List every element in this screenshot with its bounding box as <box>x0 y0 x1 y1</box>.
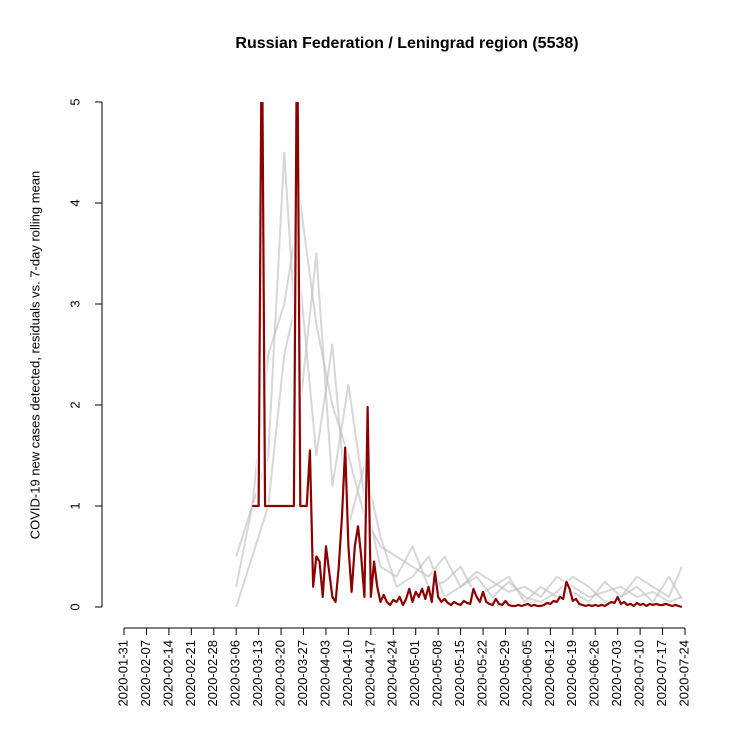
x-tick-label: 2020-02-07 <box>138 640 153 707</box>
y-tick-label: 3 <box>67 300 82 307</box>
x-tick-label: 2020-04-03 <box>317 640 332 707</box>
x-tick-label: 2020-07-17 <box>654 640 669 707</box>
x-tick-label: 2020-05-01 <box>407 640 422 707</box>
x-tick-label: 2020-02-14 <box>160 640 175 707</box>
x-tick-label: 2020-05-15 <box>452 640 467 707</box>
x-tick-label: 2020-06-05 <box>519 640 534 707</box>
y-tick-label: 0 <box>67 603 82 610</box>
x-tick-label: 2020-05-08 <box>430 640 445 707</box>
x-tick-label: 2020-04-24 <box>385 640 400 707</box>
x-tick-label: 2020-03-20 <box>273 640 288 707</box>
plot-area <box>235 102 683 610</box>
chart-title: Russian Federation / Leningrad region (5… <box>235 35 578 52</box>
x-tick-label: 2020-07-03 <box>609 640 624 707</box>
x-tick-label: 2020-02-28 <box>205 640 220 707</box>
background-line <box>235 151 683 603</box>
highlight-line <box>252 102 683 609</box>
y-tick-label: 1 <box>67 502 82 509</box>
x-tick-label: 2020-03-27 <box>295 640 310 707</box>
x-tick-label: 2020-04-10 <box>340 640 355 707</box>
x-tick-label: 2020-03-06 <box>228 640 243 707</box>
x-tick-label: 2020-06-26 <box>587 640 602 707</box>
background-line <box>235 202 683 603</box>
y-axis-label: COVID-19 new cases detected, residuals v… <box>27 171 42 540</box>
x-tick-label: 2020-05-22 <box>474 640 489 707</box>
x-tick-label: 2020-05-29 <box>497 640 512 707</box>
x-tick-label: 2020-07-24 <box>676 640 691 707</box>
y-tick-label: 2 <box>67 401 82 408</box>
x-tick-label: 2020-01-31 <box>115 640 130 707</box>
x-tick-label: 2020-07-10 <box>632 640 647 707</box>
x-tick-label: 2020-03-13 <box>250 640 265 707</box>
background-line <box>235 282 683 608</box>
x-tick-label: 2020-06-12 <box>542 640 557 707</box>
line-halo <box>252 102 683 610</box>
y-tick-label: 5 <box>67 98 82 105</box>
x-tick-label: 2020-02-21 <box>183 640 198 707</box>
y-tick-label: 4 <box>67 199 82 206</box>
x-tick-label: 2020-06-19 <box>564 640 579 707</box>
x-tick-label: 2020-04-17 <box>362 640 377 707</box>
